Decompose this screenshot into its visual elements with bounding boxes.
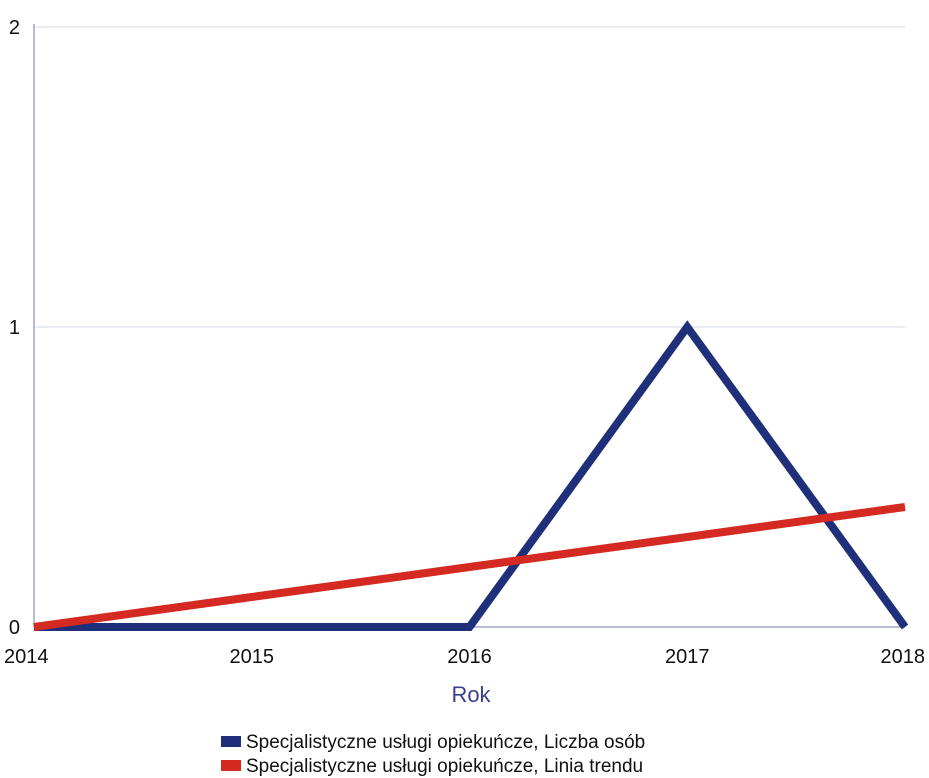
- x-tick-label: 2014: [4, 646, 49, 668]
- grid: [34, 26, 905, 328]
- x-tick-label: 2017: [665, 646, 710, 668]
- legend-label: Specjalistyczne usługi opiekuńcze, Liczb…: [246, 732, 645, 753]
- x-tick-label: 2016: [447, 646, 492, 668]
- y-tick-label: 2: [9, 17, 20, 39]
- y-tick-label: 0: [9, 617, 20, 639]
- series-line-1: [34, 320, 909, 631]
- legend-swatch: [221, 760, 241, 771]
- legend: Specjalistyczne usługi opiekuńcze, Liczb…: [221, 732, 645, 777]
- y-tick-label: 1: [9, 317, 20, 339]
- x-tick-label: 2018: [881, 646, 926, 668]
- legend-swatch: [221, 736, 241, 747]
- x-tick-label: 2015: [230, 646, 275, 668]
- legend-label: Specjalistyczne usługi opiekuńcze, Linia…: [246, 756, 643, 777]
- series-lines: [33, 320, 909, 631]
- x-axis-title: Rok: [451, 682, 491, 707]
- y-tick-labels: 0 1 2: [9, 17, 20, 639]
- x-tick-labels: 2014 2015 2016 2017 2018: [4, 646, 925, 668]
- series-line-2: [33, 503, 906, 631]
- axes: [33, 24, 905, 628]
